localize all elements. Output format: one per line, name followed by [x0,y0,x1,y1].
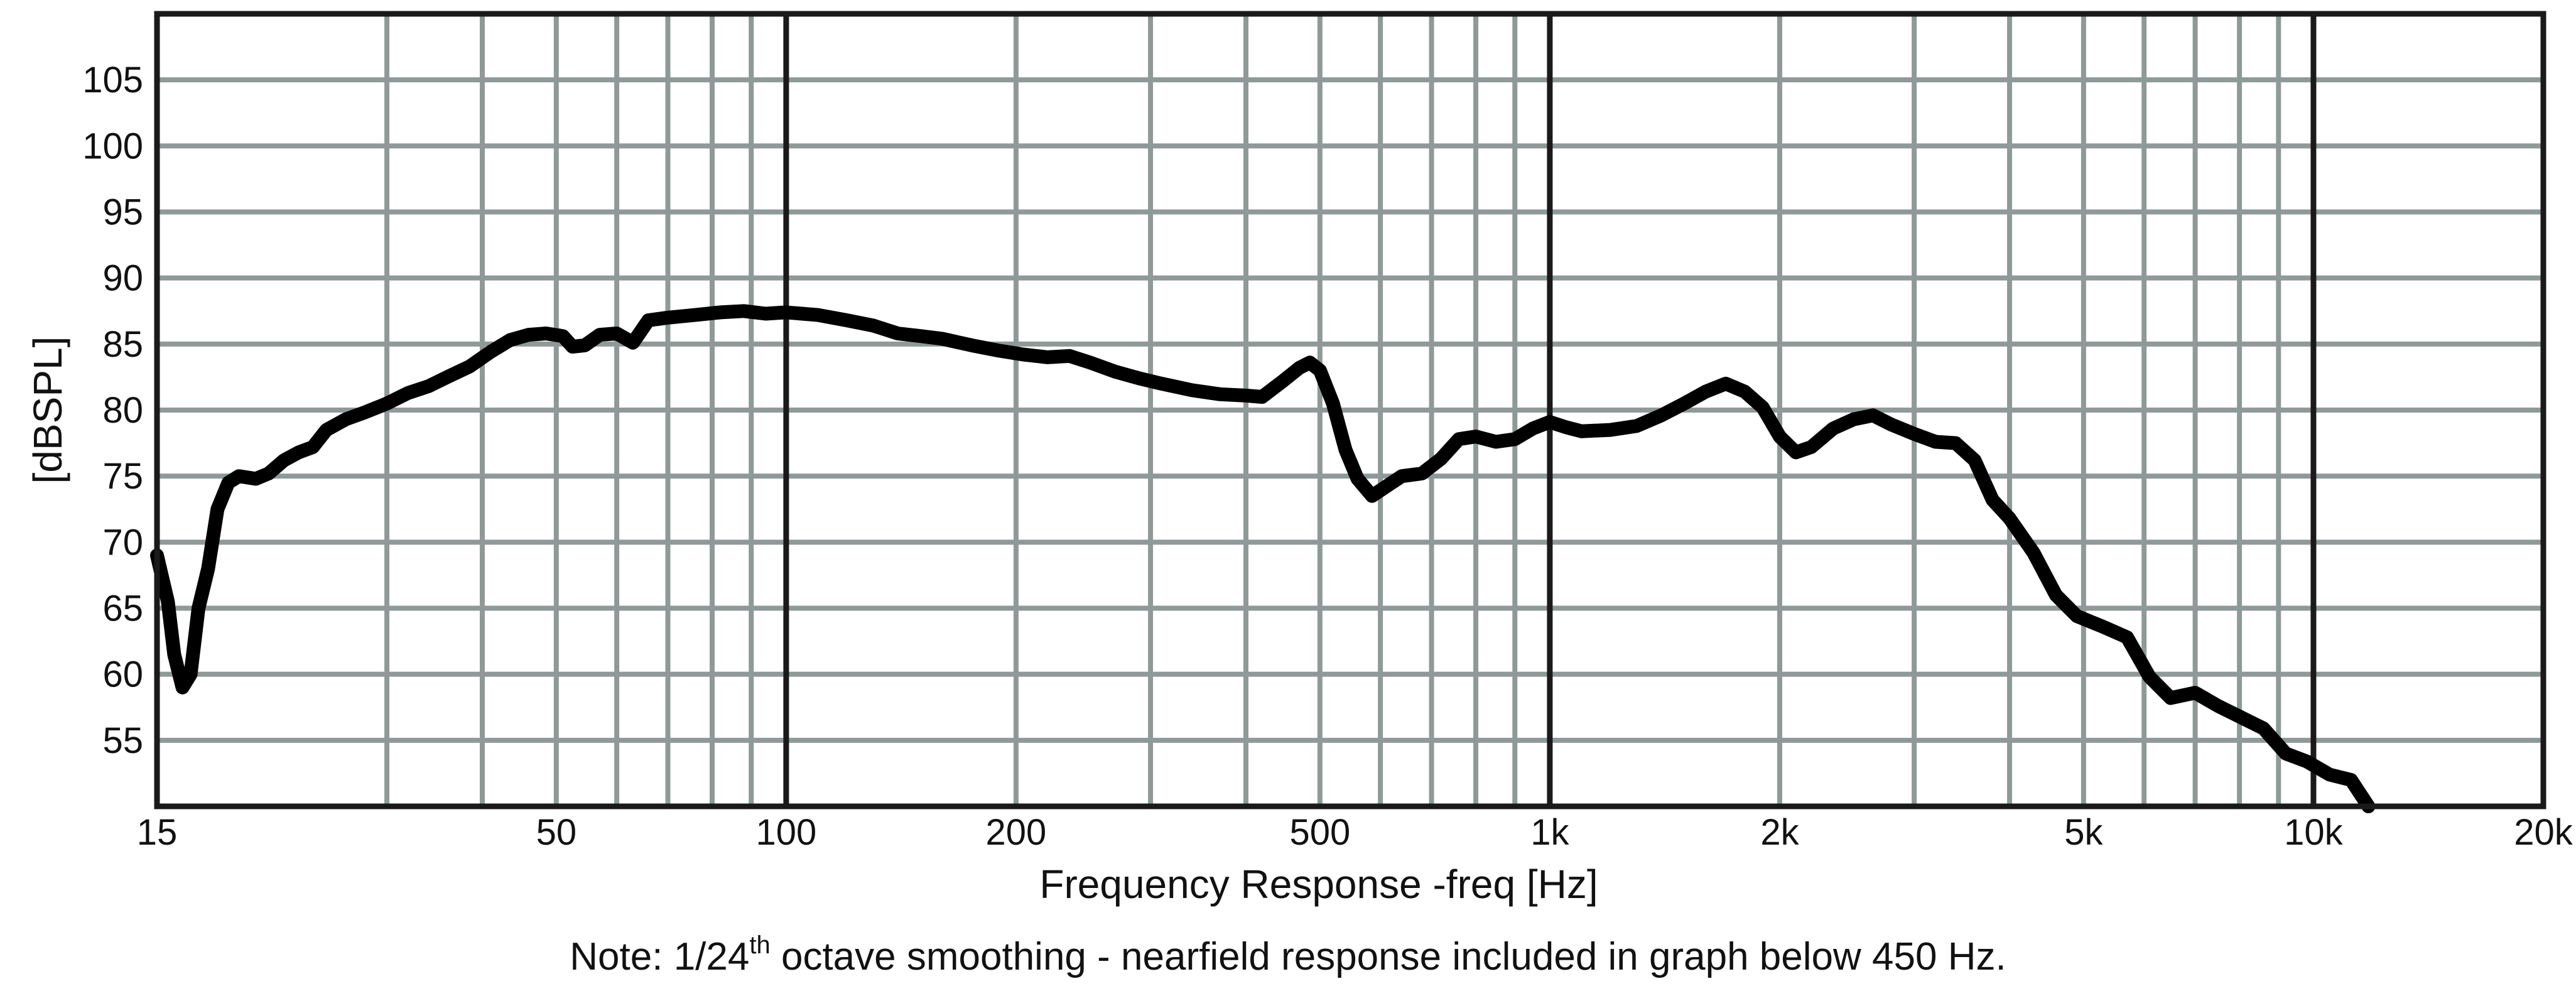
footnote-prefix: Note: 1/24 [570,935,750,978]
x-tick-label: 500 [1289,812,1350,853]
y-tick-label: 65 [102,588,143,629]
y-tick-label: 85 [102,324,143,365]
x-tick-label: 2k [1760,812,1799,853]
plot-frame [154,11,2546,809]
x-tick-label: 5k [2064,812,2103,853]
x-tick-label: 1k [1530,812,1569,853]
y-tick-label: 55 [102,720,143,761]
y-tick-label: 80 [102,390,143,431]
grid [157,14,2543,806]
x-tick-label: 10k [2284,812,2344,853]
x-tick-label: 15 [137,812,178,853]
y-tick-label: 75 [102,456,143,497]
footnote-suffix: octave smoothing - nearfield response in… [770,935,2006,978]
y-tick-label: 100 [82,126,143,166]
x-axis-label: Frequency Response -freq [Hz] [1039,862,1598,907]
x-tick-label: 200 [986,812,1047,853]
x-axis-ticks: 15 50 100 200 500 1k 2k 5k 10k 20k [137,812,2573,853]
x-tick-label: 50 [536,812,577,853]
y-tick-label: 105 [82,60,143,100]
x-tick-label: 100 [756,812,817,853]
y-axis-label: [dBSPL] [25,337,70,484]
footnote: Note: 1/24th octave smoothing - nearfiel… [0,931,2576,979]
series-layer [150,304,2376,813]
footnote-superscript: th [749,931,771,959]
y-tick-label: 95 [102,192,143,233]
x-tick-label: 20k [2514,812,2573,853]
y-tick-label: 60 [102,654,143,695]
y-tick-label: 70 [102,522,143,563]
series-line-0 [150,304,2376,813]
y-axis-ticks: 55 60 65 70 75 80 85 90 95 100 105 [82,60,143,761]
y-tick-label: 90 [102,258,143,299]
